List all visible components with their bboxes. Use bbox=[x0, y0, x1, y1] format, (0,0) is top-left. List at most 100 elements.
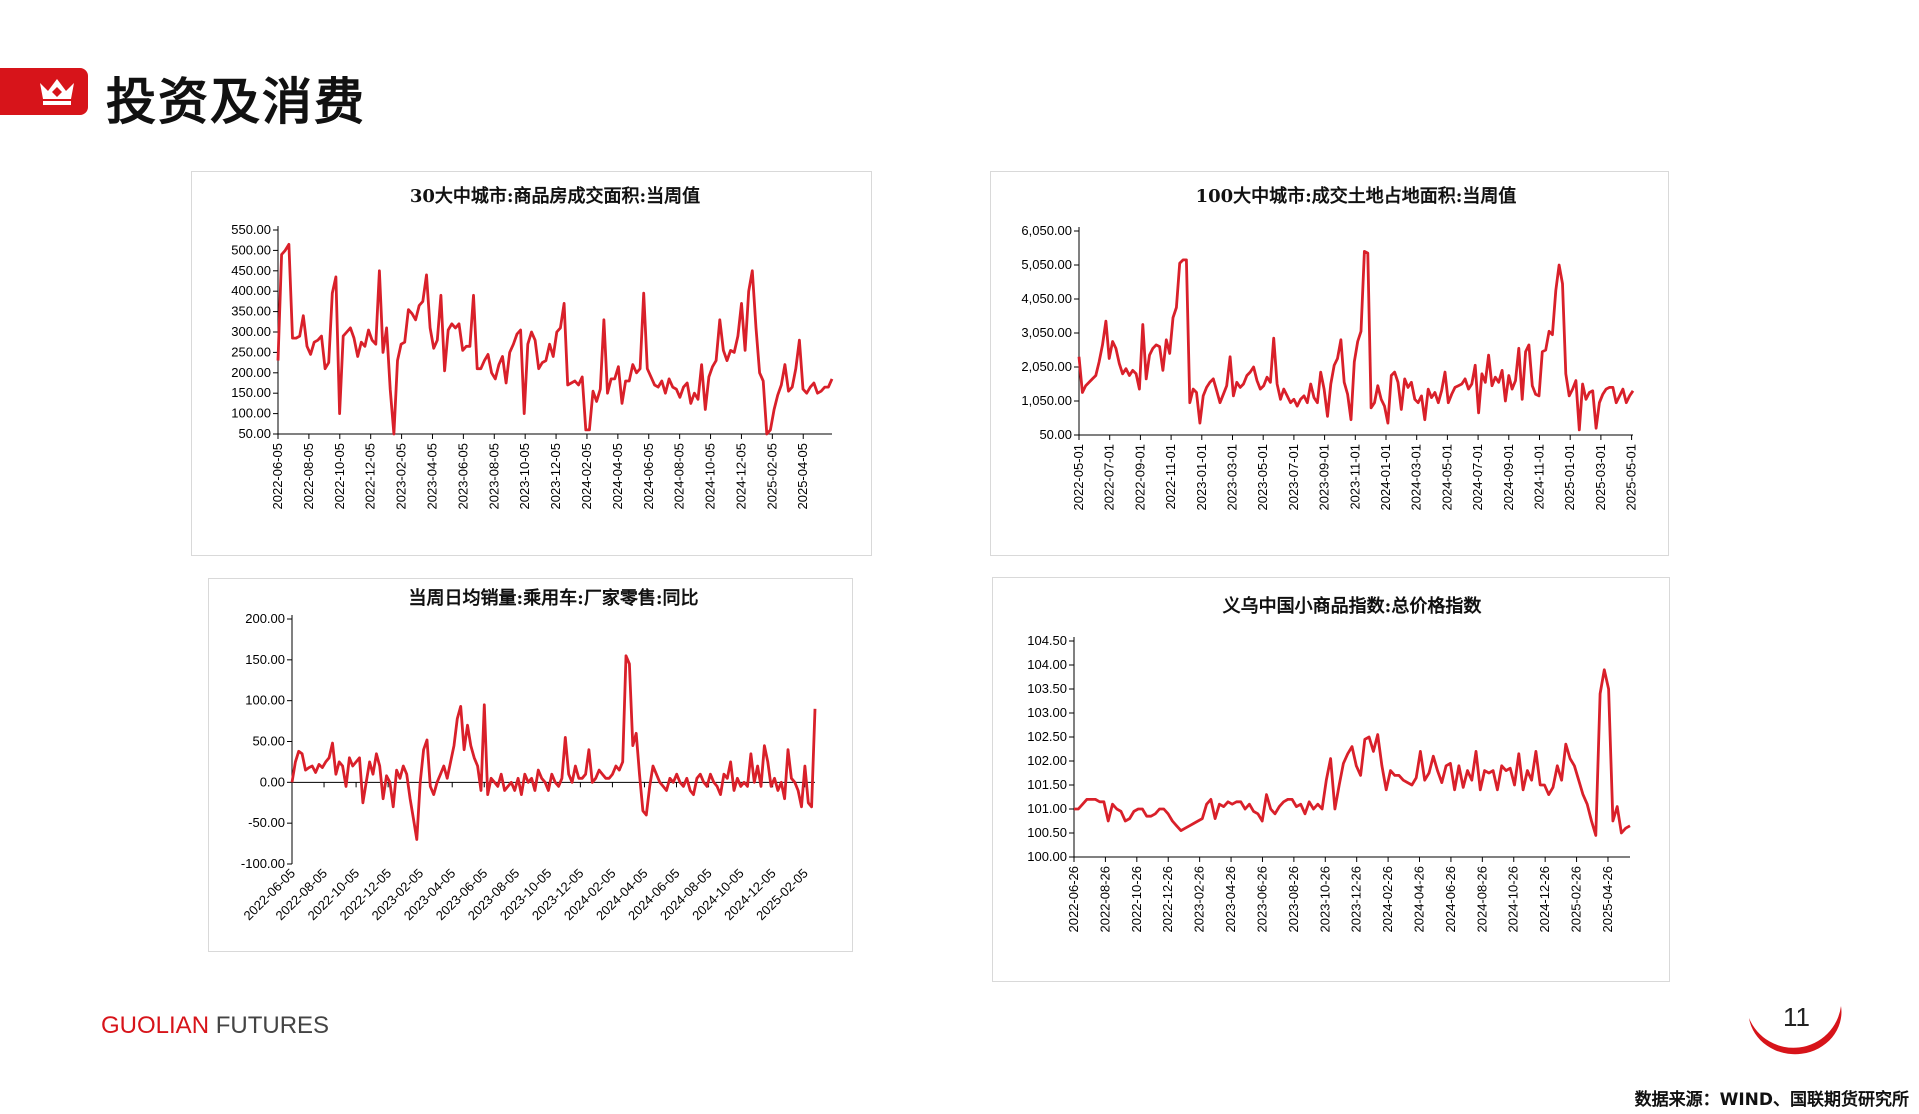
y-tick-label: 1,050.00 bbox=[1021, 393, 1072, 408]
x-tick-label: 2025-04-26 bbox=[1600, 866, 1615, 933]
chart-title: 30大中城市:商品房成交面积:当周值 bbox=[410, 185, 700, 207]
y-tick-label: 300.00 bbox=[231, 324, 271, 339]
y-tick-label: 50.00 bbox=[1039, 427, 1072, 442]
y-tick-label: 101.00 bbox=[1027, 801, 1067, 816]
crown-icon bbox=[40, 79, 74, 105]
brand-part1: GUOLIAN bbox=[101, 1012, 210, 1039]
y-tick-label: 3,050.00 bbox=[1021, 325, 1072, 340]
page-title: 投资及消费 bbox=[106, 73, 366, 131]
x-tick-label: 2023-11-01 bbox=[1347, 444, 1362, 510]
x-tick-label: 2023-10-26 bbox=[1317, 866, 1332, 933]
y-tick-label: 500.00 bbox=[231, 242, 271, 257]
x-tick-label: 2023-06-26 bbox=[1254, 866, 1269, 933]
x-tick-label: 2022-08-26 bbox=[1097, 866, 1112, 933]
series-line bbox=[1077, 250, 1635, 432]
x-tick-label: 2023-08-05 bbox=[486, 443, 501, 510]
x-tick-label: 2024-06-05 bbox=[641, 443, 656, 510]
y-tick-label: 200.00 bbox=[245, 611, 285, 626]
chart-title: 当周日均销量:乘用车:厂家零售:同比 bbox=[409, 587, 699, 609]
chart-svg: 100大中城市:成交土地占地面积:当周值 6,050.00 5,050.00 4,05… bbox=[1021, 185, 1639, 511]
y-tick-label: 102.50 bbox=[1027, 729, 1067, 744]
chart-land-transaction-area: 100大中城市:成交土地占地面积:当周值 6,050.00 5,050.00 4,05… bbox=[990, 171, 1669, 556]
x-tick-label: 2024-09-01 bbox=[1501, 444, 1516, 511]
x-tick-label: 2024-10-05 bbox=[703, 443, 718, 510]
x-tick-label: 2023-12-26 bbox=[1349, 866, 1364, 933]
x-tick-label: 2022-10-05 bbox=[332, 443, 347, 510]
x-tick-label: 2024-06-26 bbox=[1443, 866, 1458, 933]
x-tick-label: 2024-02-26 bbox=[1380, 866, 1395, 933]
y-tick-label: 6,050.00 bbox=[1021, 223, 1072, 238]
chart-car-sales-yoy: 当周日均销量:乘用车:厂家零售:同比 200.00 150.00 100.00 50.0… bbox=[208, 578, 853, 952]
y-tick-label: 50.00 bbox=[252, 734, 285, 749]
header-accent-bar bbox=[0, 68, 88, 115]
page-number: 11 bbox=[1783, 1002, 1810, 1032]
y-tick-label: 101.50 bbox=[1027, 777, 1067, 792]
chart-title: 义乌中国小商品指数:总价格指数 bbox=[1223, 595, 1483, 617]
x-tick-label: 2023-10-05 bbox=[517, 443, 532, 510]
brand-logo-text: GUOLIAN FUTURES bbox=[101, 1012, 329, 1040]
x-tick-label: 2025-04-05 bbox=[795, 443, 810, 510]
x-tick-label: 2023-01-01 bbox=[1194, 444, 1209, 511]
y-tick-label: 150.00 bbox=[245, 652, 285, 667]
x-tick-label: 2025-03-01 bbox=[1593, 444, 1608, 511]
x-tick-label: 2022-12-26 bbox=[1160, 866, 1175, 933]
y-tick-label: -50.00 bbox=[248, 815, 285, 830]
x-tick-label: 2023-02-05 bbox=[394, 443, 409, 510]
x-tick-label: 2024-10-26 bbox=[1506, 866, 1521, 933]
y-tick-label: 0.00 bbox=[260, 774, 285, 789]
x-tick-label: 2023-04-26 bbox=[1223, 866, 1238, 933]
x-tick-label: 2022-08-05 bbox=[301, 443, 316, 510]
y-tick-label: 103.50 bbox=[1027, 681, 1067, 696]
x-tick-label: 2025-02-26 bbox=[1569, 866, 1584, 933]
y-tick-label: 400.00 bbox=[231, 283, 271, 298]
x-tick-label: 2022-10-26 bbox=[1129, 866, 1144, 933]
x-tick-label: 2024-05-01 bbox=[1439, 444, 1454, 511]
x-tick-label: 2024-04-05 bbox=[610, 443, 625, 510]
series-line bbox=[1074, 668, 1631, 837]
y-tick-label: 150.00 bbox=[231, 385, 271, 400]
chart-svg: 当周日均销量:乘用车:厂家零售:同比 200.00 150.00 100.00 50.0… bbox=[240, 587, 817, 923]
x-tick-label: 2022-05-01 bbox=[1071, 444, 1086, 511]
x-tick-label: 2024-11-01 bbox=[1531, 444, 1546, 510]
chart-svg: 30大中城市:商品房成交面积:当周值 550.00 500.00 450.00 400.… bbox=[231, 185, 834, 510]
chart-svg: 义乌中国小商品指数:总价格指数 104.50 104.00 103.50 103.00 1… bbox=[1027, 595, 1631, 933]
x-tick-label: 2024-07-01 bbox=[1470, 444, 1485, 511]
y-tick-label: 104.00 bbox=[1027, 657, 1067, 672]
y-tick-label: 450.00 bbox=[231, 263, 271, 278]
x-tick-label: 2023-07-01 bbox=[1286, 444, 1301, 511]
x-tick-label: 2022-09-01 bbox=[1132, 444, 1147, 511]
x-tick-label: 2023-09-01 bbox=[1317, 444, 1332, 511]
x-tick-label: 2023-02-26 bbox=[1192, 866, 1207, 933]
y-tick-label: -100.00 bbox=[241, 856, 285, 871]
x-tick-label: 2024-02-05 bbox=[579, 443, 594, 510]
y-tick-label: 200.00 bbox=[231, 365, 271, 380]
y-tick-label: 100.00 bbox=[231, 406, 271, 421]
x-tick-label: 2023-03-01 bbox=[1224, 444, 1239, 511]
x-tick-label: 2022-06-05 bbox=[270, 443, 285, 510]
y-tick-label: 100.00 bbox=[245, 693, 285, 708]
y-tick-label: 350.00 bbox=[231, 304, 271, 319]
y-tick-label: 250.00 bbox=[231, 344, 271, 359]
x-tick-label: 2024-03-01 bbox=[1409, 444, 1424, 511]
y-tick-label: 50.00 bbox=[238, 426, 271, 441]
y-tick-label: 2,050.00 bbox=[1021, 359, 1072, 374]
y-tick-label: 100.00 bbox=[1027, 849, 1067, 864]
x-tick-label: 2023-08-26 bbox=[1286, 866, 1301, 933]
brand-part2: FUTURES bbox=[215, 1012, 330, 1039]
y-tick-label: 100.50 bbox=[1027, 825, 1067, 840]
x-tick-label: 2024-01-01 bbox=[1378, 444, 1393, 511]
data-source-note: 数据来源：WIND、国联期货研究所 bbox=[1634, 1090, 1909, 1110]
chart-title: 100大中城市:成交土地占地面积:当周值 bbox=[1196, 185, 1517, 207]
x-tick-label: 2022-07-01 bbox=[1102, 444, 1117, 511]
x-tick-label: 2025-05-01 bbox=[1624, 444, 1639, 511]
x-tick-label: 2025-02-05 bbox=[764, 443, 779, 510]
chart-city-housing-sales: 30大中城市:商品房成交面积:当周值 550.00 500.00 450.00 400.… bbox=[191, 171, 872, 556]
x-tick-label: 2024-12-26 bbox=[1537, 866, 1552, 933]
x-tick-label: 2022-06-26 bbox=[1066, 866, 1081, 933]
x-tick-label: 2024-04-26 bbox=[1412, 866, 1427, 933]
x-tick-label: 2024-08-05 bbox=[672, 443, 687, 510]
y-tick-label: 104.50 bbox=[1027, 633, 1067, 648]
series-line bbox=[290, 654, 817, 841]
y-tick-label: 103.00 bbox=[1027, 705, 1067, 720]
x-tick-label: 2022-11-01 bbox=[1163, 444, 1178, 510]
